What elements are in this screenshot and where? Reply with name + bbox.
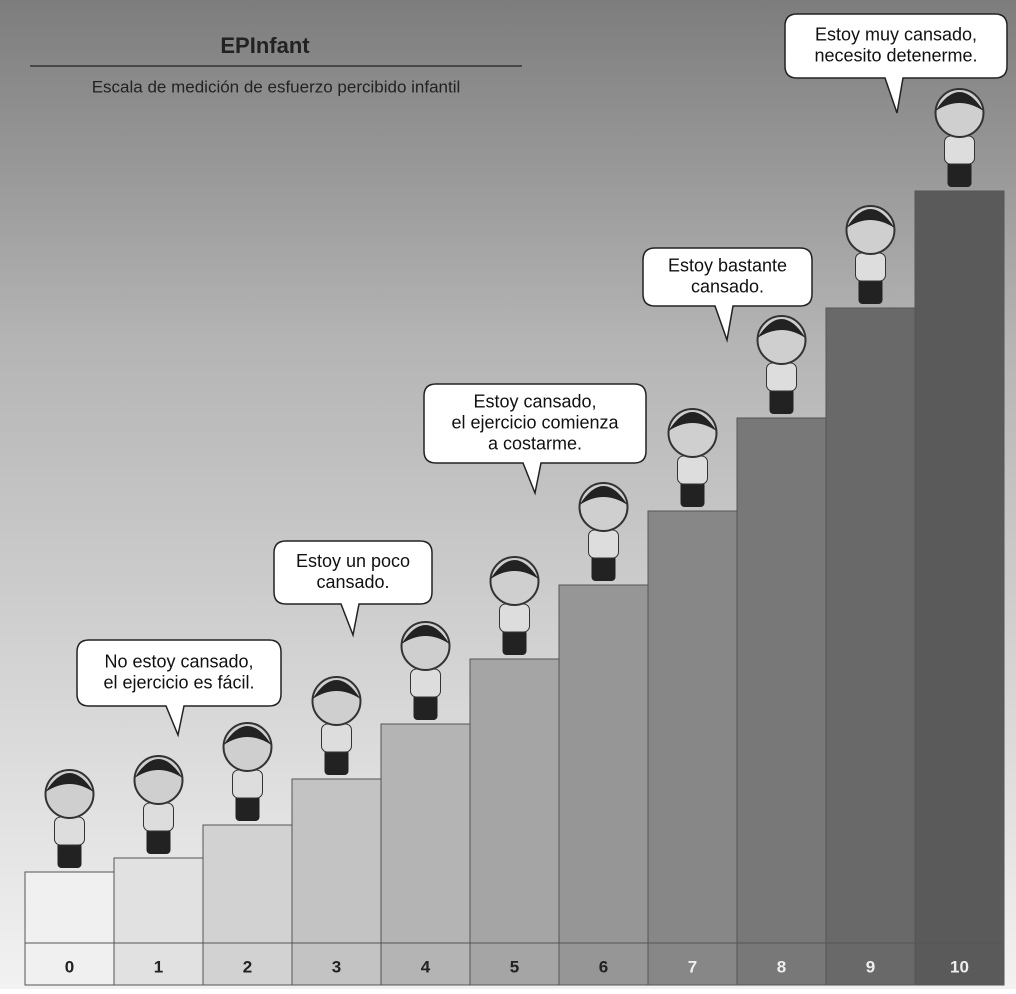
figure-body bbox=[945, 136, 975, 164]
step bbox=[559, 585, 648, 985]
step-label: 4 bbox=[421, 957, 431, 976]
step bbox=[826, 308, 915, 985]
step-label: 1 bbox=[154, 957, 163, 976]
bubble-text: el ejercicio comienza bbox=[451, 412, 619, 432]
figure-body bbox=[144, 803, 174, 831]
step bbox=[292, 779, 381, 985]
figure-body bbox=[233, 770, 263, 798]
title: EPInfant bbox=[220, 33, 310, 58]
step-label: 5 bbox=[510, 957, 519, 976]
figure-legs bbox=[58, 842, 82, 868]
figure-legs bbox=[414, 694, 438, 720]
figure-body bbox=[767, 363, 797, 391]
figure-body bbox=[322, 724, 352, 752]
step-label: 0 bbox=[65, 957, 74, 976]
figure-body bbox=[678, 456, 708, 484]
figure-legs bbox=[147, 828, 171, 854]
figure-body bbox=[411, 669, 441, 697]
figure-body bbox=[856, 253, 886, 281]
figure-legs bbox=[681, 481, 705, 507]
bubble-text: el ejercicio es fácil. bbox=[103, 672, 254, 692]
step bbox=[470, 659, 559, 985]
bubble-text: cansado. bbox=[691, 276, 764, 296]
scale-illustration: EPInfant Escala de medición de esfuerzo … bbox=[0, 0, 1016, 989]
subtitle: Escala de medición de esfuerzo percibido… bbox=[92, 77, 461, 96]
bubble-text: a costarme. bbox=[488, 433, 582, 453]
figure-legs bbox=[503, 629, 527, 655]
figure-legs bbox=[859, 278, 883, 304]
bubble-text: Estoy bastante bbox=[668, 255, 787, 275]
step bbox=[737, 418, 826, 985]
figure-legs bbox=[948, 161, 972, 187]
figure-legs bbox=[325, 749, 349, 775]
bubble-text: cansado. bbox=[316, 572, 389, 592]
step-label: 3 bbox=[332, 957, 341, 976]
bubble-text: Estoy muy cansado, bbox=[815, 24, 977, 44]
step-label: 8 bbox=[777, 957, 786, 976]
step-label: 2 bbox=[243, 957, 252, 976]
step bbox=[915, 191, 1004, 985]
bubble-text: Estoy cansado, bbox=[473, 391, 596, 411]
step-label: 9 bbox=[866, 957, 875, 976]
bubble-text: Estoy un poco bbox=[296, 551, 410, 571]
step bbox=[381, 724, 470, 985]
step-label: 6 bbox=[599, 957, 608, 976]
bubble-text: necesito detenerme. bbox=[814, 45, 977, 65]
step-label: 10 bbox=[950, 957, 969, 976]
figure-legs bbox=[770, 388, 794, 414]
figure-legs bbox=[236, 795, 260, 821]
bubble-text: No estoy cansado, bbox=[104, 651, 253, 671]
figure-body bbox=[55, 817, 85, 845]
page: {"header": {"title": "EPInfant", "subtit… bbox=[0, 0, 1016, 989]
figure-legs bbox=[592, 555, 616, 581]
figure-body bbox=[500, 604, 530, 632]
step bbox=[648, 511, 737, 985]
step-label: 7 bbox=[688, 957, 697, 976]
figure-body bbox=[589, 530, 619, 558]
